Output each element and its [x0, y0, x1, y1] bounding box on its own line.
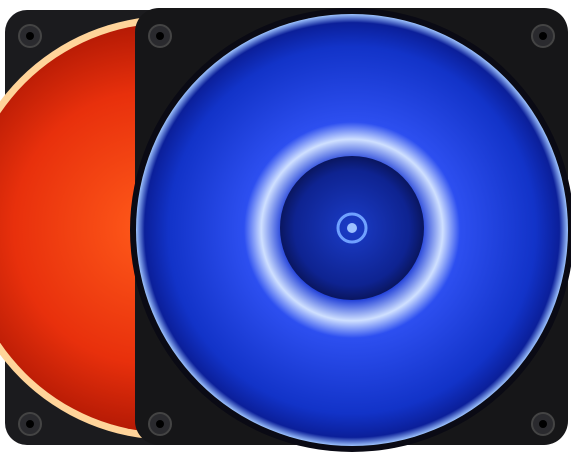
- hub-logo: [336, 212, 368, 244]
- blue-fan: [130, 8, 571, 452]
- mount-hole-center: [26, 32, 34, 40]
- mount-hole-center: [539, 32, 547, 40]
- mount-hole-center: [539, 420, 547, 428]
- mount-hole-center: [156, 32, 164, 40]
- mount-hole-center: [26, 420, 34, 428]
- hub-logo-center: [347, 223, 357, 233]
- mount-hole-center: [156, 420, 164, 428]
